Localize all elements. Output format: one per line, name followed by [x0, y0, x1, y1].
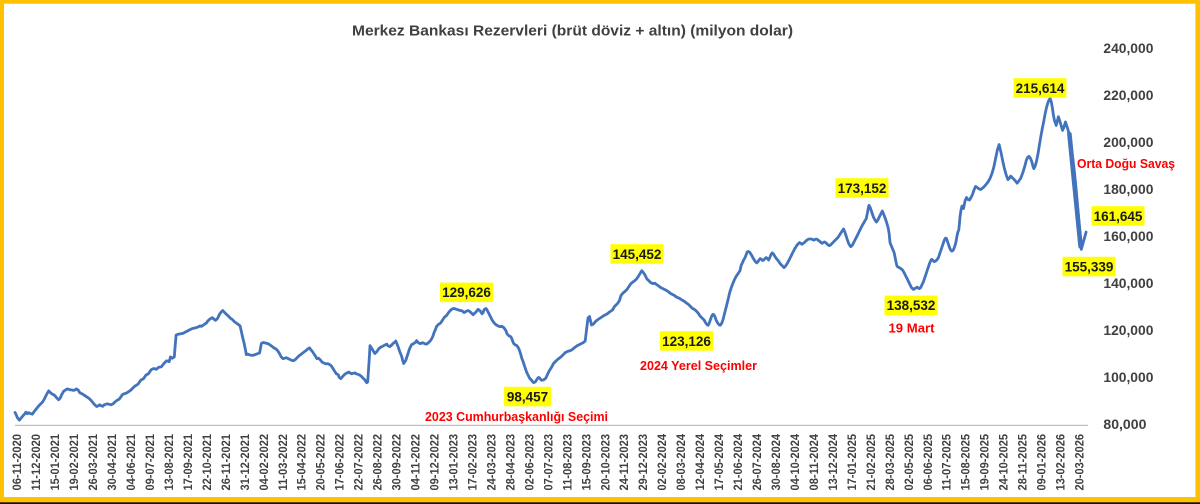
svg-text:161,645: 161,645 [1094, 209, 1143, 224]
svg-text:98,457: 98,457 [507, 389, 548, 404]
svg-text:11-07-2025: 11-07-2025 [941, 433, 954, 490]
svg-text:15-01-2021: 15-01-2021 [49, 433, 62, 490]
svg-text:26-08-2022: 26-08-2022 [372, 434, 385, 491]
svg-text:02-05-2025: 02-05-2025 [903, 433, 916, 490]
svg-text:17-01-2025: 17-01-2025 [846, 433, 859, 490]
svg-text:31-12-2021: 31-12-2021 [239, 433, 252, 490]
svg-text:28-04-2023: 28-04-2023 [504, 433, 517, 490]
svg-text:173,152: 173,152 [838, 181, 887, 196]
svg-text:24-11-2023: 24-11-2023 [618, 433, 631, 490]
svg-text:17-06-2022: 17-06-2022 [334, 434, 347, 491]
svg-text:80,000: 80,000 [1103, 417, 1146, 432]
svg-text:02-06-2023: 02-06-2023 [523, 433, 536, 490]
svg-text:11-08-2023: 11-08-2023 [561, 433, 574, 490]
svg-text:04-10-2024: 04-10-2024 [789, 433, 802, 490]
svg-text:26-11-2021: 26-11-2021 [220, 433, 233, 490]
svg-text:19 Mart: 19 Mart [889, 321, 936, 335]
svg-text:08-11-2024: 08-11-2024 [808, 433, 821, 490]
svg-text:15-08-2025: 15-08-2025 [960, 433, 973, 490]
svg-text:02-02-2024: 02-02-2024 [656, 433, 669, 490]
svg-text:17-05-2024: 17-05-2024 [713, 433, 726, 490]
svg-text:19-09-2025: 19-09-2025 [979, 433, 992, 490]
svg-text:26-07-2024: 26-07-2024 [751, 433, 764, 490]
svg-text:220,000: 220,000 [1103, 88, 1153, 103]
svg-text:13-08-2021: 13-08-2021 [163, 433, 176, 490]
svg-text:20-03-2026: 20-03-2026 [1074, 433, 1087, 490]
svg-text:17-09-2021: 17-09-2021 [182, 433, 195, 490]
svg-text:08-03-2024: 08-03-2024 [675, 433, 688, 490]
svg-text:21-06-2024: 21-06-2024 [732, 433, 745, 490]
svg-text:13-01-2023: 13-01-2023 [448, 433, 461, 490]
svg-text:30-08-2024: 30-08-2024 [770, 433, 783, 490]
svg-text:20-10-2023: 20-10-2023 [599, 433, 612, 490]
svg-text:04-11-2022: 04-11-2022 [410, 434, 423, 491]
svg-text:21-02-2025: 21-02-2025 [865, 433, 878, 490]
svg-text:11-03-2022: 11-03-2022 [277, 434, 290, 491]
svg-text:138,532: 138,532 [887, 298, 936, 313]
svg-text:12-04-2024: 12-04-2024 [694, 433, 707, 490]
svg-text:123,126: 123,126 [662, 334, 711, 349]
svg-text:15-09-2023: 15-09-2023 [580, 433, 593, 490]
svg-text:28-11-2025: 28-11-2025 [1017, 433, 1030, 490]
svg-text:19-02-2021: 19-02-2021 [68, 433, 81, 490]
svg-text:15-04-2022: 15-04-2022 [296, 434, 309, 491]
svg-text:30-09-2022: 30-09-2022 [391, 434, 404, 491]
svg-text:04-02-2022: 04-02-2022 [258, 434, 271, 491]
svg-text:13-12-2024: 13-12-2024 [827, 433, 840, 490]
svg-text:240,000: 240,000 [1103, 41, 1153, 56]
svg-text:26-03-2021: 26-03-2021 [87, 433, 100, 490]
svg-text:200,000: 200,000 [1103, 135, 1153, 150]
svg-text:06-11-2020: 06-11-2020 [11, 434, 24, 491]
svg-text:28-03-2025: 28-03-2025 [884, 433, 897, 490]
svg-text:140,000: 140,000 [1103, 276, 1153, 291]
svg-text:22-10-2021: 22-10-2021 [201, 433, 214, 490]
svg-text:04-06-2021: 04-06-2021 [125, 433, 138, 490]
svg-text:100,000: 100,000 [1103, 370, 1153, 385]
svg-text:160,000: 160,000 [1103, 229, 1153, 244]
svg-text:24-10-2025: 24-10-2025 [998, 433, 1011, 490]
svg-text:07-07-2023: 07-07-2023 [542, 433, 555, 490]
svg-text:29-12-2023: 29-12-2023 [637, 433, 650, 490]
svg-text:20-05-2022: 20-05-2022 [315, 434, 328, 491]
svg-text:155,339: 155,339 [1065, 259, 1114, 274]
svg-text:09-12-2022: 09-12-2022 [429, 434, 442, 491]
svg-text:Orta Doğu Savaş: Orta Doğu Savaş [1077, 157, 1175, 171]
svg-text:Merkez Bankası Rezervleri (brü: Merkez Bankası Rezervleri (brüt döviz + … [352, 23, 793, 40]
svg-text:120,000: 120,000 [1103, 323, 1153, 338]
svg-text:24-03-2023: 24-03-2023 [485, 433, 498, 490]
svg-text:2023 Cumhurbaşkanlığı Seçimi: 2023 Cumhurbaşkanlığı Seçimi [425, 410, 608, 424]
svg-text:11-12-2020: 11-12-2020 [30, 434, 43, 491]
svg-text:129,626: 129,626 [442, 285, 491, 300]
svg-text:2024 Yerel Seçimler: 2024 Yerel Seçimler [640, 359, 757, 373]
svg-text:09-01-2026: 09-01-2026 [1036, 433, 1049, 490]
svg-text:215,614: 215,614 [1016, 81, 1065, 96]
svg-text:06-06-2025: 06-06-2025 [922, 433, 935, 490]
svg-text:09-07-2021: 09-07-2021 [144, 433, 157, 490]
svg-text:180,000: 180,000 [1103, 182, 1153, 197]
svg-text:13-02-2026: 13-02-2026 [1055, 433, 1068, 490]
svg-text:22-07-2022: 22-07-2022 [353, 434, 366, 491]
svg-text:17-02-2023: 17-02-2023 [467, 433, 480, 490]
svg-text:30-04-2021: 30-04-2021 [106, 433, 119, 490]
svg-text:145,452: 145,452 [613, 247, 662, 262]
